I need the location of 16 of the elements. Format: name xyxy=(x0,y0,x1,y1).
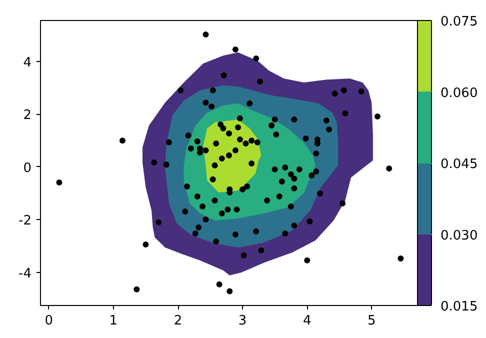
color-bar-label: 0.060 xyxy=(440,86,478,101)
x-tick-label: 0 xyxy=(44,314,54,328)
x-tick-label: 3 xyxy=(238,314,247,328)
color-bar-label: 0.045 xyxy=(440,157,478,172)
y-tick-label: -2 xyxy=(18,214,32,229)
y-tick-label: 2 xyxy=(23,108,32,124)
color-bar-label: 0.030 xyxy=(440,228,478,244)
x-tick-label: 5 xyxy=(368,314,376,328)
x-tick-label: 2 xyxy=(174,314,182,328)
y-tick-label: -4 xyxy=(18,266,32,282)
color-bar-label: 0.015 xyxy=(440,300,478,314)
color-bar-label: 0.075 xyxy=(440,14,478,30)
y-tick-label: 0 xyxy=(23,160,32,176)
x-tick-label: 1 xyxy=(109,314,118,328)
x-tick-label: 4 xyxy=(302,314,312,328)
y-tick-label: 4 xyxy=(23,55,32,70)
